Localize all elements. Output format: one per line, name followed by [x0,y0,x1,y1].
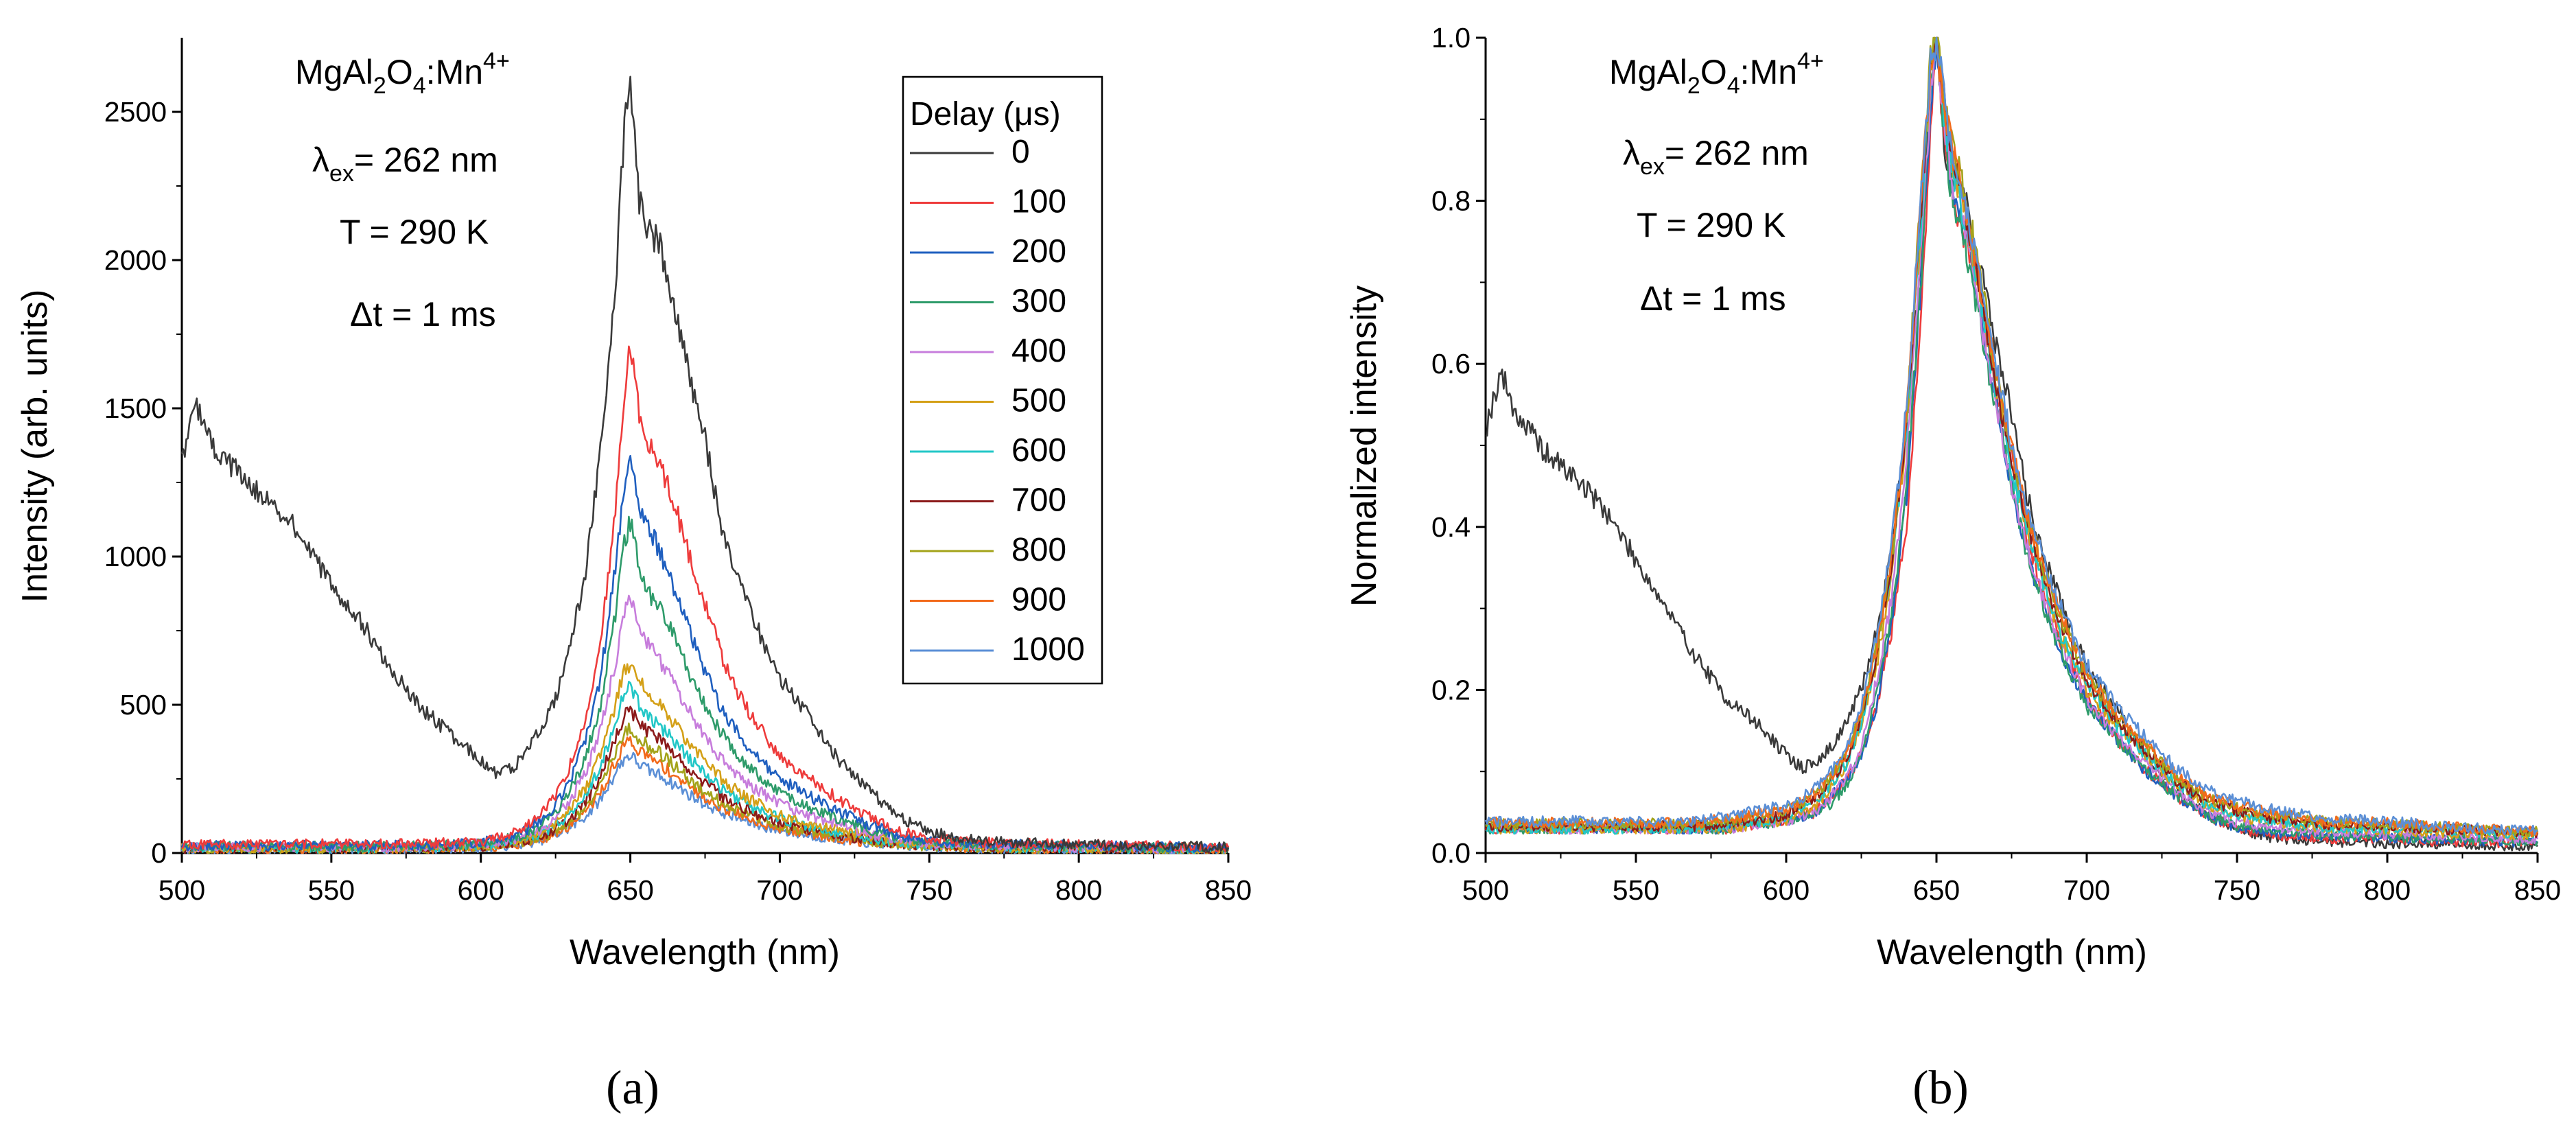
chart-a-x-tick-label: 650 [607,874,653,906]
chart-a-series [180,75,1230,854]
chart-a-y-tick-label: 500 [120,689,167,721]
chart-a-series-100 [181,345,1230,853]
chart-b-series-1000 [1484,36,2538,836]
legend-label-500: 500 [1011,383,1066,419]
chart-a-x-tick-label: 600 [458,874,504,906]
legend-label-600: 600 [1011,432,1066,469]
chart-b-y-tick-label: 1.0 [1431,22,1471,54]
chart-a-series-0 [180,75,1230,853]
chart-b-window-label: Δt = 1 ms [1640,279,1786,318]
chart-b-y-tick-label: 0.6 [1431,348,1471,379]
legend-label-200: 200 [1011,233,1066,270]
chart-b-x-tick-label: 600 [1763,874,1810,906]
legend-items: 0 100 200 300 400 500 600 700 800 900 1000 [910,134,1085,668]
chart-a-y-tick-label: 2500 [104,96,167,128]
panel-label-b: (b) [1912,1062,1969,1114]
chart-b-series [1484,36,2539,852]
legend-label-400: 400 [1011,333,1066,369]
chart-a-y-tick-label: 0 [151,837,167,869]
chart-b-x-ticks: 500 550 600 650 700 750 800 850 [1462,853,2561,906]
chart-b-temperature-label: T = 290 K [1637,206,1785,244]
chart-b-series-0 [1485,45,2538,852]
chart-a-x-tick-label: 500 [159,874,205,906]
chart-b: 500 550 600 650 700 750 800 850 0.0 0.2 0.4 0.6 0.8… [1344,22,2561,1114]
chart-b-compound-label: MgAl2O4:Mn4+ [1609,48,1824,99]
chart-a-x-tick-label: 750 [906,874,952,906]
chart-b-x-tick-label: 850 [2514,874,2561,906]
chart-b-y-tick-label: 0.2 [1431,674,1471,705]
chart-a-y-tick-label: 1000 [104,541,167,572]
chart-a-series-500 [180,663,1229,854]
legend-label-700: 700 [1011,482,1066,519]
chart-a: 500 550 600 650 700 750 800 850 050010001500200… [15,38,1252,1114]
chart-b-y-tick-label: 0.0 [1431,837,1471,869]
legend-label-100: 100 [1011,184,1066,220]
chart-b-y-label: Normalized intensity [1344,285,1384,607]
legend-label-800: 800 [1011,532,1066,568]
chart-b-y-ticks: 0.0 0.2 0.4 0.6 0.8 1.0 [1431,22,1486,869]
chart-b-x-label: Wavelength (nm) [1877,933,2147,972]
chart-a-y-label: Intensity (arb. units) [15,290,55,603]
chart-b-y-tick-label: 0.4 [1431,511,1471,543]
chart-b-x-tick-label: 650 [1913,874,1960,906]
legend-title: Delay (μs) [910,96,1061,132]
chart-b-y-tick-label: 0.8 [1431,185,1471,217]
chart-b-x-tick-label: 750 [2214,874,2260,906]
chart-b-x-tick-label: 550 [1613,874,1659,906]
chart-b-x-tick-label: 800 [2364,874,2411,906]
chart-a-x-label: Wavelength (nm) [570,933,840,972]
chart-b-x-tick-label: 500 [1462,874,1509,906]
chart-a-legend: Delay (μs) 0 100 200 300 400 500 600 700 800 900 1… [902,75,1103,685]
chart-a-series-700 [181,705,1229,854]
chart-a-series-900 [180,736,1229,854]
chart-a-window-label: Δt = 1 ms [350,295,496,334]
chart-a-x-ticks: 500 550 600 650 700 750 800 850 [159,853,1252,906]
panel-label-a: (a) [606,1062,659,1114]
chart-b-x-tick-label: 700 [2063,874,2110,906]
legend-box [902,75,1103,685]
chart-a-series-800 [180,722,1230,854]
chart-a-x-tick-label: 700 [756,874,803,906]
chart-a-y-ticks: 0 500 1000 1500 2000 2500 [104,96,182,869]
chart-a-x-tick-label: 850 [1205,874,1252,906]
chart-a-excitation-label: λex= 262 nm [312,141,498,187]
legend-label-0: 0 [1011,134,1030,170]
chart-a-compound-label: MgAl2O4:Mn4+ [295,48,510,99]
chart-a-x-tick-label: 800 [1055,874,1102,906]
chart-a-x-tick-label: 550 [308,874,355,906]
chart-a-temperature-label: T = 290 K [340,213,489,251]
chart-b-excitation-label: λex= 262 nm [1623,134,1809,180]
chart-a-y-tick-label: 1500 [104,393,167,424]
chart-a-y-tick-label: 2000 [104,244,167,276]
legend-label-900: 900 [1011,582,1066,618]
legend-label-300: 300 [1011,283,1066,320]
legend-label-1000: 1000 [1011,631,1085,668]
